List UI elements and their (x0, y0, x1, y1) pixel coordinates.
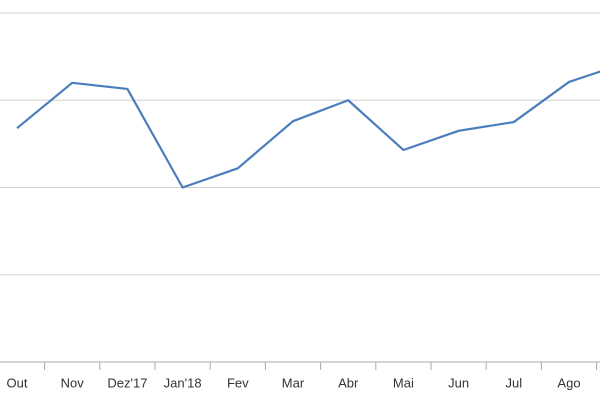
x-tick-label: Fev (227, 375, 249, 390)
x-tick-label: Dez'17 (107, 375, 147, 390)
x-tick-label: Jan'18 (164, 375, 202, 390)
x-tick-label: Jul (505, 375, 522, 390)
x-tick-label: Ago (557, 375, 580, 390)
x-tick-label: Mai (393, 375, 414, 390)
x-tick-label: Mar (282, 375, 305, 390)
x-tick-label: Abr (338, 375, 359, 390)
x-tick-label: Jun (448, 375, 469, 390)
x-tick-label: Out (7, 375, 28, 390)
data-line (16, 70, 600, 189)
x-tick-label: Nov (61, 375, 85, 390)
